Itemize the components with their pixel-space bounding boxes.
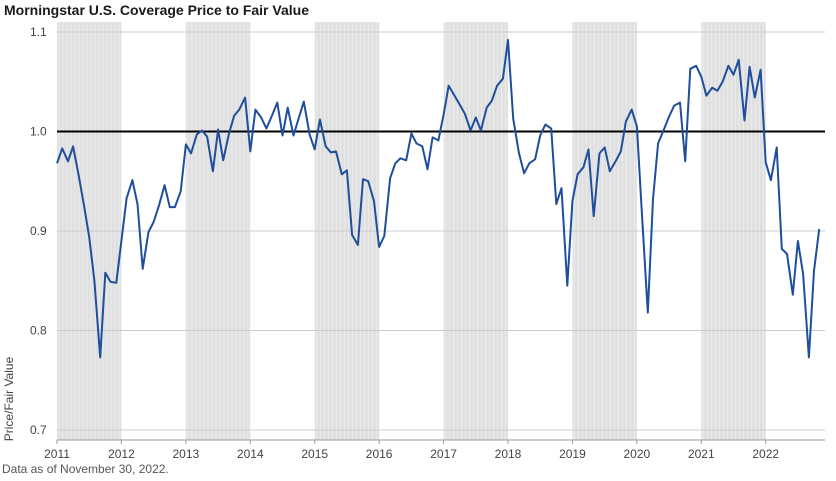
y-tick-label: 0.7 (30, 423, 47, 437)
x-tick-label: 2015 (301, 447, 328, 461)
y-tick-label: 1.1 (30, 25, 47, 39)
y-tick-label: 0.8 (30, 324, 47, 338)
x-tick-label: 2019 (559, 447, 586, 461)
x-tick-label: 2013 (173, 447, 200, 461)
x-tick-label: 2022 (752, 447, 779, 461)
x-tick-label: 2016 (366, 447, 393, 461)
x-tick-label: 2021 (688, 447, 715, 461)
x-tick-label: 2014 (237, 447, 264, 461)
y-axis-ticks: 0.7 0.8 0.9 1.0 1.1 (30, 25, 47, 437)
x-tick-label: 2018 (495, 447, 522, 461)
x-axis-ticks: 2011 2012 2013 2014 2015 2016 2017 2018 2019 2020… (44, 440, 779, 461)
y-tick-label: 1.0 (30, 124, 47, 138)
price-to-fair-value-line (56, 38, 821, 359)
y-axis-label: Price/Fair Value (2, 356, 16, 441)
x-tick-label: 2011 (44, 447, 70, 461)
chart-title: Morningstar U.S. Coverage Price to Fair … (4, 2, 309, 18)
y-tick-label: 0.9 (30, 224, 47, 238)
x-tick-label: 2012 (108, 447, 135, 461)
horizontal-gridlines (57, 31, 825, 431)
x-tick-label: 2020 (624, 447, 651, 461)
data-date-note: Data as of November 30, 2022. (2, 462, 169, 476)
x-tick-label: 2017 (430, 447, 457, 461)
